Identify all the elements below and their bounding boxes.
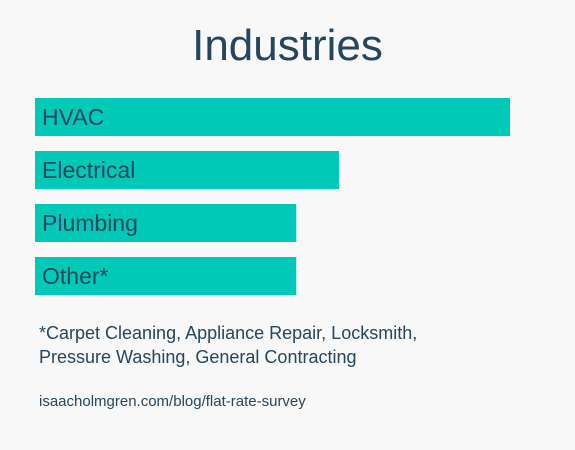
- bar-hvac: [35, 98, 510, 136]
- source-url: isaacholmgren.com/blog/flat-rate-survey: [39, 393, 306, 410]
- bar-label-plumbing: Plumbing: [42, 210, 138, 236]
- bar-plumbing: [35, 204, 297, 242]
- footnote-line-1: *Carpet Cleaning, Appliance Repair, Lock…: [39, 323, 418, 343]
- footnote: *Carpet Cleaning, Appliance Repair, Lock…: [39, 321, 559, 369]
- footnote-line-2: Pressure Washing, General Contracting: [39, 347, 357, 367]
- chart-title: Industries: [192, 21, 383, 70]
- bar-other: [35, 257, 297, 295]
- bar-electrical: [35, 151, 339, 189]
- bar-label-hvac: HVAC: [42, 104, 104, 130]
- bar-label-electrical: Electrical: [42, 157, 135, 183]
- bar-label-other: Other*: [42, 263, 109, 289]
